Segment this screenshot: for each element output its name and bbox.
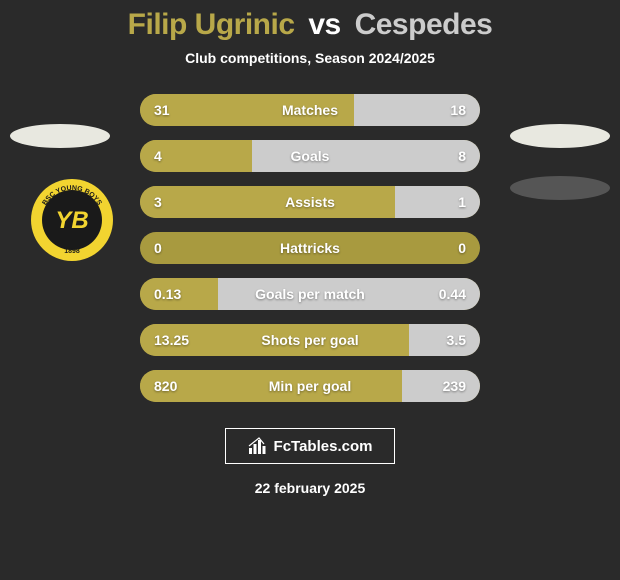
stat-value-right: 0 [458,240,466,256]
svg-text:1898: 1898 [64,248,80,255]
stat-row: 31 Matches 18 [140,94,480,126]
stat-label: Goals [291,148,330,164]
stat-value-right: 1 [458,194,466,210]
stat-row: 0 Hattricks 0 [140,232,480,264]
stat-value-right: 18 [450,102,466,118]
stat-fill-right [395,186,480,218]
stat-fill-right [409,324,480,356]
brand-name: FcTables.com [274,438,373,455]
player1-team-ellipse [10,124,110,148]
svg-text:YB: YB [55,207,88,234]
player2-team-ellipse-2 [510,176,610,200]
stat-row: 13.25 Shots per goal 3.5 [140,324,480,356]
stats-list: 31 Matches 18 4 Goals 8 3 Assists 1 0 Hattricks 0 0.… [140,94,480,402]
stat-value-left: 13.25 [154,332,189,348]
stat-value-left: 3 [154,194,162,210]
stat-value-left: 0.13 [154,286,181,302]
stat-value-left: 4 [154,148,162,164]
stat-value-right: 3.5 [447,332,466,348]
date-label: 22 february 2025 [255,480,366,496]
chart-bars-icon [248,437,268,455]
stat-label: Assists [285,194,335,210]
stat-value-right: 239 [443,378,466,394]
stat-label: Goals per match [255,286,365,302]
stat-label: Shots per goal [261,332,358,348]
player2-team-ellipse-1 [510,124,610,148]
comparison-card: Filip Ugrinic vs Cespedes Club competiti… [0,0,620,580]
stat-row: 3 Assists 1 [140,186,480,218]
stat-value-left: 820 [154,378,177,394]
stat-label: Matches [282,102,338,118]
vs-label: vs [308,8,340,41]
player1-name: Filip Ugrinic [128,8,295,41]
stat-fill-right [402,370,480,402]
stat-value-left: 31 [154,102,170,118]
player2-name: Cespedes [355,8,493,41]
stat-value-left: 0 [154,240,162,256]
stat-label: Hattricks [280,240,340,256]
brand-footer: FcTables.com [225,428,396,464]
stat-label: Min per goal [269,378,351,394]
stat-fill-left [140,186,395,218]
stat-value-right: 8 [458,148,466,164]
club-badge-young-boys: BSC YOUNG BOYS YB 1898 [30,178,114,262]
stat-row: 820 Min per goal 239 [140,370,480,402]
stat-value-right: 0.44 [439,286,466,302]
page-title: Filip Ugrinic vs Cespedes [128,8,493,42]
subtitle: Club competitions, Season 2024/2025 [185,50,435,66]
stat-fill-right [252,140,480,172]
stat-row: 0.13 Goals per match 0.44 [140,278,480,310]
stat-row: 4 Goals 8 [140,140,480,172]
